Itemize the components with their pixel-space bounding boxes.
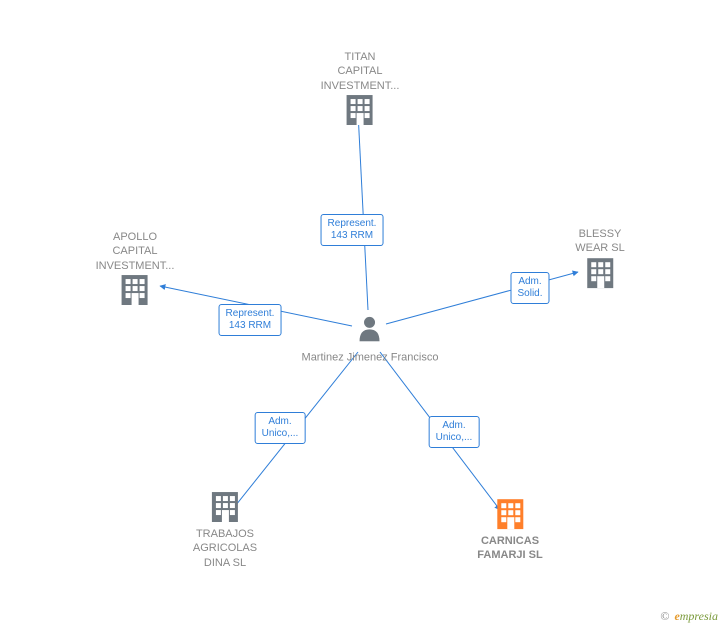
company-label: APOLLO CAPITAL INVESTMENT...: [96, 230, 175, 273]
company-label: TRABAJOS AGRICOLAS DINA SL: [193, 527, 257, 570]
watermark: © empresia: [660, 609, 718, 624]
edge-label: Adm. Solid.: [510, 272, 549, 304]
edge-line: [358, 112, 368, 310]
company-label: TITAN CAPITAL INVESTMENT...: [321, 50, 400, 93]
brand-rest: mpresia: [680, 609, 718, 623]
building-icon: [585, 256, 615, 288]
building-icon: [210, 490, 240, 522]
person-icon: [358, 315, 382, 341]
company-label: BLESSY WEAR SL: [575, 227, 625, 256]
center-node-person[interactable]: Martinez Jimenez Francisco: [302, 315, 439, 364]
edge-label: Represent. 143 RRM: [321, 214, 384, 246]
building-icon: [345, 93, 375, 125]
company-node-titan[interactable]: TITAN CAPITAL INVESTMENT...: [321, 50, 400, 130]
edge-label: Adm. Unico,...: [255, 412, 306, 444]
building-icon: [495, 497, 525, 529]
company-node-trabajos[interactable]: TRABAJOS AGRICOLAS DINA SL: [193, 490, 257, 570]
company-node-blessy[interactable]: BLESSY WEAR SL: [575, 227, 625, 293]
company-node-carnicas[interactable]: CARNICAS FAMARJI SL: [477, 497, 542, 563]
edge-label: Adm. Unico,...: [429, 416, 480, 448]
copyright-symbol: ©: [660, 609, 669, 623]
diagram-canvas: Martinez Jimenez Francisco TITAN CAPITAL …: [0, 0, 728, 630]
edge-label: Represent. 143 RRM: [219, 304, 282, 336]
building-icon: [120, 273, 150, 305]
company-node-apollo[interactable]: APOLLO CAPITAL INVESTMENT...: [96, 230, 175, 310]
center-node-label: Martinez Jimenez Francisco: [302, 350, 439, 364]
company-label: CARNICAS FAMARJI SL: [477, 534, 542, 563]
